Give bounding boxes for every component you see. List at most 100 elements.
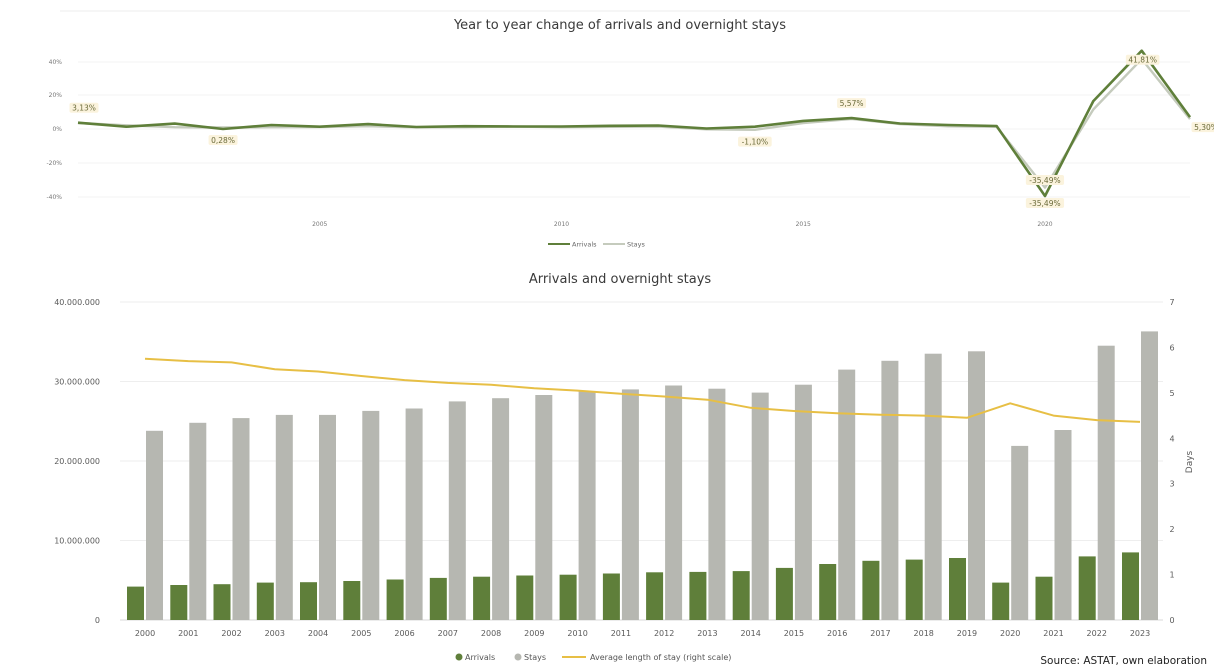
year-tick-label: 2013 xyxy=(697,629,717,638)
year-tick-label: 2019 xyxy=(957,629,977,638)
year-tick-label: 2020 xyxy=(1000,629,1020,638)
left-y-tick-label: 20.000.000 xyxy=(54,457,100,466)
bar-stays xyxy=(492,398,509,620)
bar-stays xyxy=(881,361,898,620)
right-y-tick-label: 3 xyxy=(1169,480,1174,489)
left-y-tick-label: 40.000.000 xyxy=(54,298,100,307)
year-tick-label: 2007 xyxy=(438,629,458,638)
right-y-tick-label: 2 xyxy=(1169,525,1174,534)
year-tick-label: 2015 xyxy=(784,629,804,638)
bar-arrivals xyxy=(516,576,533,621)
bar-stays xyxy=(189,423,206,620)
yoy-gridlines xyxy=(60,11,1190,197)
bar-arrivals xyxy=(257,583,274,620)
yoy-x-tick-label: 2005 xyxy=(312,221,327,228)
legend-swatch-arrivals xyxy=(456,654,463,661)
right-y-tick-label: 6 xyxy=(1169,343,1174,352)
yoy-y-tick-label: -40% xyxy=(46,194,62,201)
bar-arrivals xyxy=(733,571,750,620)
left-y-ticks: 40.000.000 30.000.000 20.000.000 10.000.000… xyxy=(54,298,100,625)
bar-stays xyxy=(1141,331,1158,620)
bar-stays xyxy=(146,431,163,620)
legend-label-avg-stay: Average length of stay (right scale) xyxy=(590,653,731,662)
bar-arrivals xyxy=(906,560,923,620)
bar-stays xyxy=(406,409,423,621)
year-tick-label: 2008 xyxy=(481,629,501,638)
yoy-data-label: 5,30% xyxy=(1194,123,1214,132)
year-tick-label: 2018 xyxy=(914,629,934,638)
year-tick-label: 2000 xyxy=(135,629,155,638)
year-tick-label: 2021 xyxy=(1043,629,1063,638)
right-y-tick-label: 5 xyxy=(1169,389,1174,398)
yoy-data-label: -1,10% xyxy=(742,138,769,147)
bar-arrivals xyxy=(387,580,404,621)
bar-arrivals xyxy=(1036,577,1053,620)
bar-arrivals xyxy=(127,587,144,620)
bar-arrivals xyxy=(646,572,663,620)
right-y-tick-label: 4 xyxy=(1169,434,1174,443)
bar-arrivals xyxy=(473,577,490,620)
yoy-y-ticks: 40% 20% 0% -20% -40% xyxy=(46,59,62,201)
bar-stays xyxy=(1011,446,1028,620)
legend-label-arrivals: Arrivals xyxy=(465,653,495,662)
bar-arrivals xyxy=(214,584,231,620)
bar-arrivals xyxy=(776,568,793,620)
bar-arrivals xyxy=(300,582,317,620)
yoy-x-ticks: 2005 2010 2015 2020 xyxy=(312,221,1053,228)
legend-label-arrivals: Arrivals xyxy=(572,241,597,249)
year-tick-label: 2010 xyxy=(567,629,587,638)
yoy-y-tick-label: 0% xyxy=(52,126,62,133)
bar-arrivals xyxy=(430,578,447,620)
yoy-data-label: 3,13% xyxy=(72,104,96,113)
yoy-x-tick-label: 2020 xyxy=(1037,221,1052,228)
yoy-data-label: 5,57% xyxy=(840,99,864,108)
bar-stays xyxy=(925,354,942,620)
yoy-series-line-arrivals xyxy=(78,51,1190,196)
yoy-data-label: 41,81% xyxy=(1128,56,1157,65)
bar-arrivals xyxy=(862,561,879,620)
bar-stays xyxy=(795,385,812,620)
yoy-change-chart: Year to year change of arrivals and over… xyxy=(46,11,1214,249)
bar-stays xyxy=(233,418,250,620)
right-axis-label: Days xyxy=(1185,450,1195,473)
yoy-series-line-stays xyxy=(78,59,1190,188)
year-tick-label: 2005 xyxy=(351,629,371,638)
left-y-tick-label: 30.000.000 xyxy=(54,378,100,387)
bar-arrivals xyxy=(343,581,360,620)
bar-stays xyxy=(968,351,985,620)
bar-arrivals xyxy=(170,585,187,620)
yoy-y-tick-label: 40% xyxy=(49,59,63,66)
bar-stays xyxy=(1098,346,1115,620)
arrivals-stays-chart: Arrivals and overnight stays 40.000.0003… xyxy=(54,272,1207,667)
year-tick-label: 2022 xyxy=(1087,629,1107,638)
bar-stays xyxy=(1055,430,1072,620)
year-tick-label: 2016 xyxy=(827,629,847,638)
bar-stays xyxy=(579,391,596,620)
bar-stays xyxy=(319,415,336,620)
yoy-x-tick-label: 2015 xyxy=(796,221,811,228)
right-y-tick-label: 7 xyxy=(1169,298,1174,307)
yoy-y-tick-label: -20% xyxy=(46,160,62,167)
yoy-y-tick-label: 20% xyxy=(49,92,63,99)
bar-stays xyxy=(708,389,725,620)
bar-stays xyxy=(362,411,379,620)
year-tick-label: 2011 xyxy=(611,629,631,638)
bar-stays xyxy=(665,386,682,621)
year-tick-label: 2002 xyxy=(221,629,241,638)
left-y-tick-label: 10.000.000 xyxy=(54,537,100,546)
yoy-x-tick-label: 2010 xyxy=(554,221,569,228)
yoy-data-label: 0,28% xyxy=(211,136,235,145)
year-tick-label: 2023 xyxy=(1130,629,1150,638)
bar-stays xyxy=(752,393,769,620)
right-y-tick-label: 1 xyxy=(1169,571,1174,580)
avg-stay-line xyxy=(145,359,1140,422)
year-tick-label: 2004 xyxy=(308,629,328,638)
bar-stays xyxy=(622,389,639,620)
year-tick-label: 2012 xyxy=(654,629,674,638)
year-tick-label: 2001 xyxy=(178,629,198,638)
